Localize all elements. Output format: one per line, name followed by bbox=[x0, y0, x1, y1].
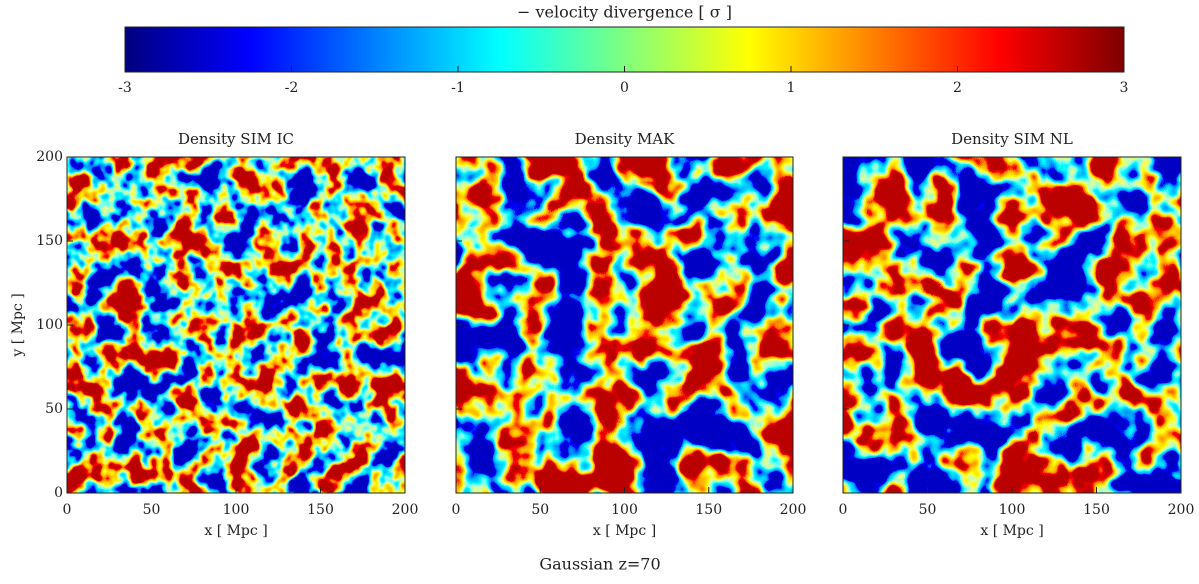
colorbar-tick-label: 0 bbox=[620, 80, 629, 96]
colorbar bbox=[124, 26, 1125, 73]
x-axis-label: x [ Mpc ] bbox=[204, 523, 267, 539]
y-tick-label: 0 bbox=[54, 485, 63, 501]
x-tick-label: 200 bbox=[392, 502, 419, 518]
colorbar-tick-label: -1 bbox=[451, 80, 465, 96]
panel-title: Density MAK bbox=[575, 130, 676, 148]
x-tick-label: 200 bbox=[1168, 502, 1195, 518]
x-axis-label: x [ Mpc ] bbox=[593, 523, 656, 539]
x-tick-label: 0 bbox=[63, 502, 72, 518]
colorbar-tick-label: -3 bbox=[118, 80, 132, 96]
y-tick-label: 200 bbox=[36, 149, 63, 165]
x-tick-label: 100 bbox=[611, 502, 638, 518]
x-tick-label: 50 bbox=[143, 502, 161, 518]
density-field bbox=[843, 157, 1181, 493]
y-axis-label: y [ Mpc ] bbox=[10, 293, 26, 357]
colorbar-tick-label: -2 bbox=[285, 80, 299, 96]
x-tick-label: 100 bbox=[223, 502, 250, 518]
y-tick-label: 50 bbox=[45, 401, 63, 417]
density-field bbox=[67, 157, 405, 493]
panel-title: Density SIM NL bbox=[951, 130, 1073, 148]
x-tick-label: 150 bbox=[695, 502, 722, 518]
x-tick-label: 0 bbox=[839, 502, 848, 518]
x-axis-label: x [ Mpc ] bbox=[980, 523, 1043, 539]
x-tick-label: 150 bbox=[1083, 502, 1110, 518]
density-field bbox=[456, 157, 793, 493]
y-tick-label: 100 bbox=[36, 317, 63, 333]
colorbar-title: − velocity divergence [ σ ] bbox=[517, 3, 732, 22]
caption: Gaussian z=70 bbox=[539, 555, 660, 574]
x-tick-label: 200 bbox=[780, 502, 807, 518]
x-tick-label: 50 bbox=[531, 502, 549, 518]
x-tick-label: 100 bbox=[999, 502, 1026, 518]
colorbar-tick-label: 3 bbox=[1120, 80, 1129, 96]
x-tick-label: 150 bbox=[307, 502, 334, 518]
colorbar-tick-label: 2 bbox=[953, 80, 962, 96]
colorbar-tick-label: 1 bbox=[787, 80, 796, 96]
y-tick-label: 150 bbox=[36, 233, 63, 249]
panel-title: Density SIM IC bbox=[178, 130, 294, 148]
x-tick-label: 0 bbox=[452, 502, 461, 518]
x-tick-label: 50 bbox=[919, 502, 937, 518]
